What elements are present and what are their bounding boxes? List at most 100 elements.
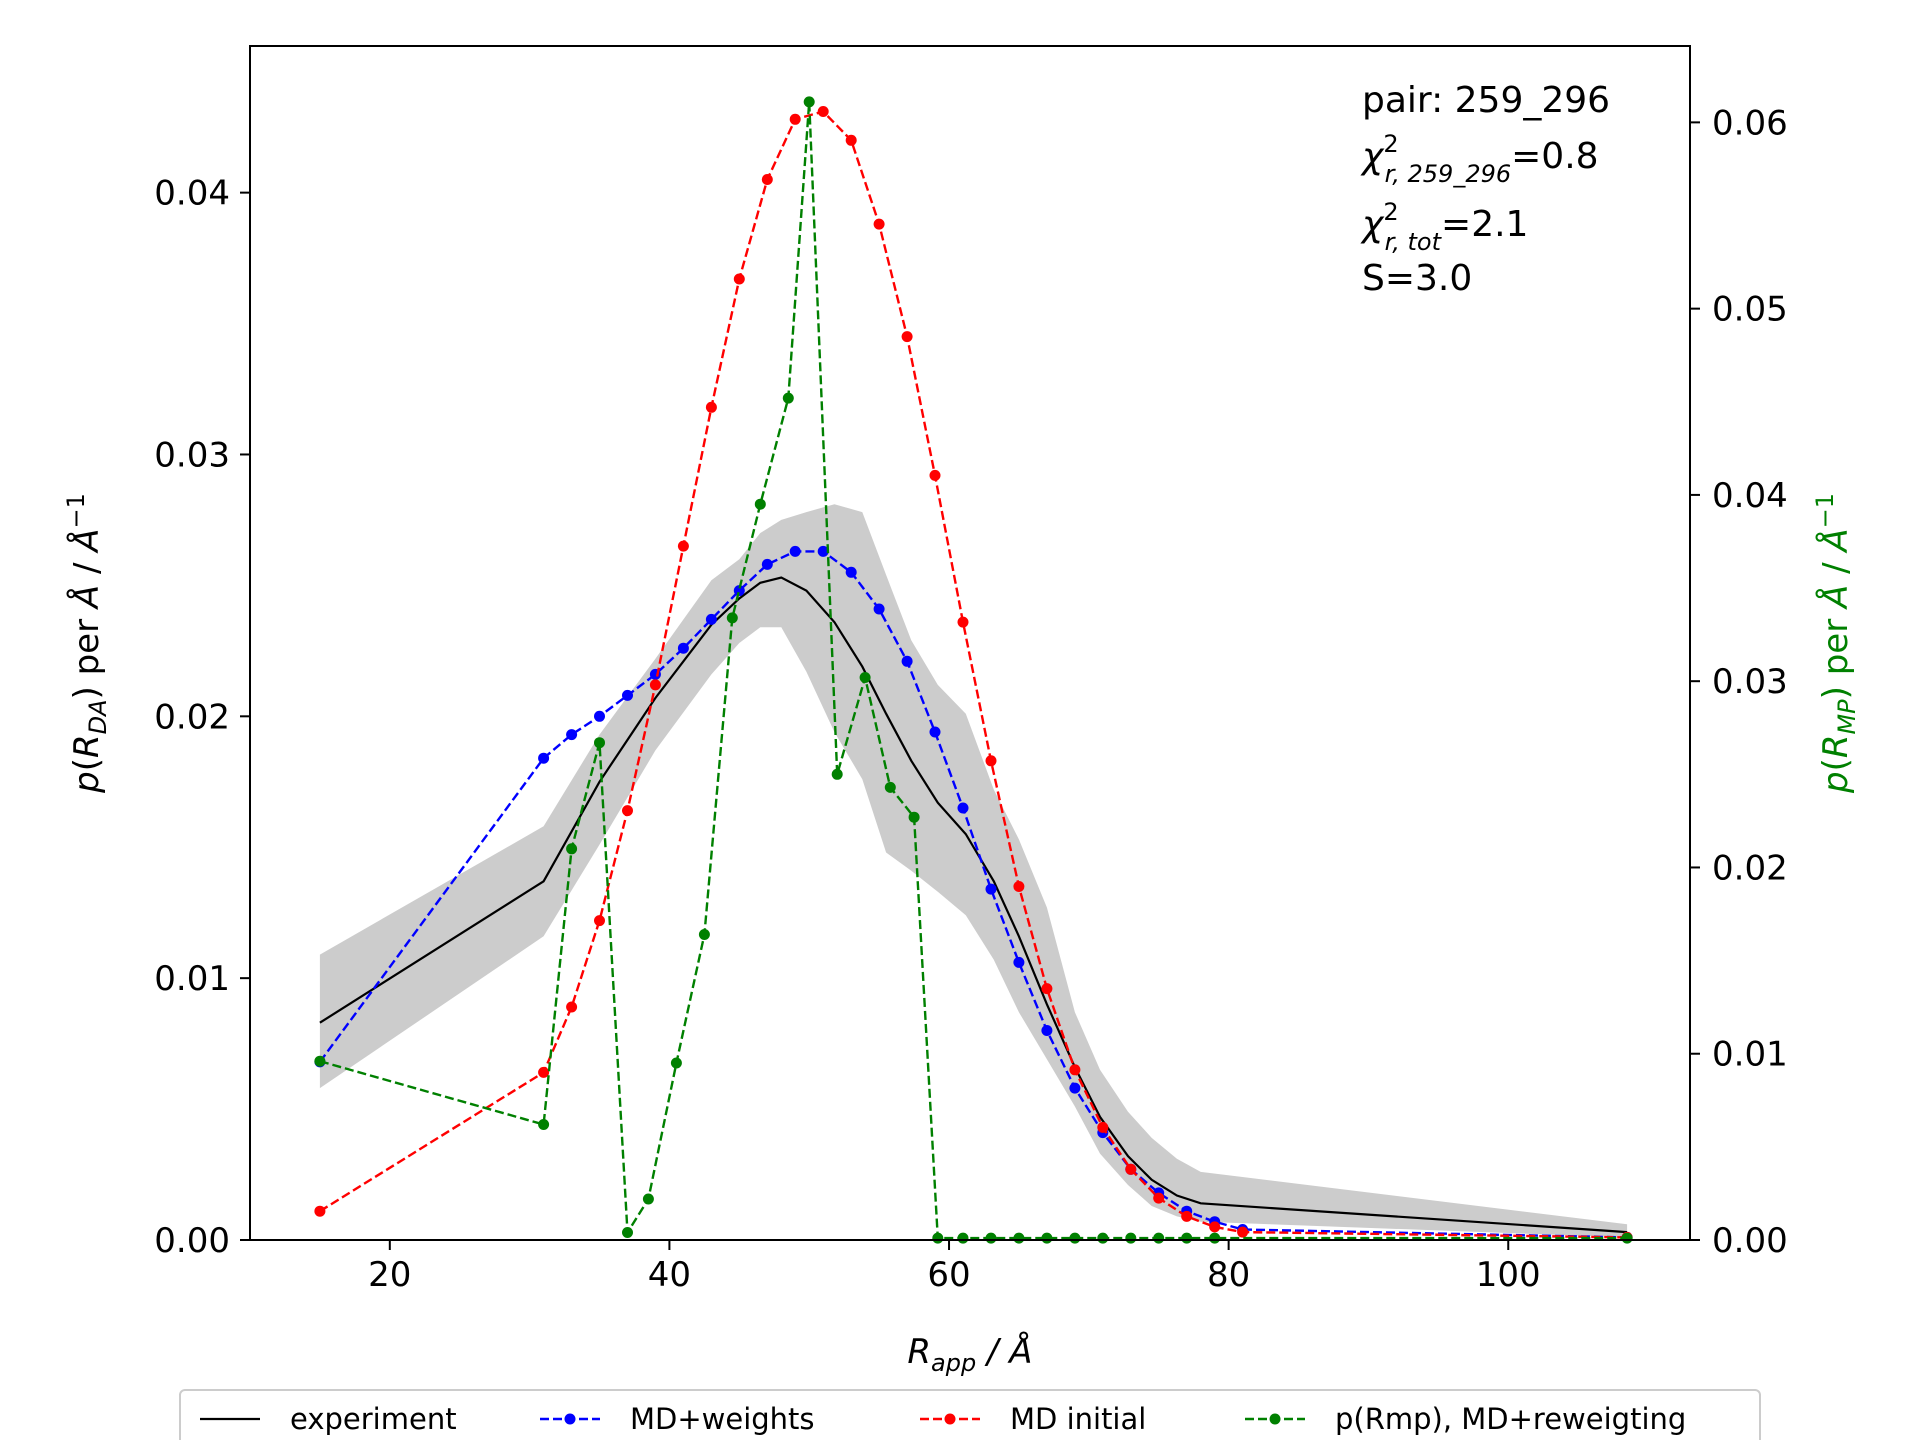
y-tick-label: 0.00 bbox=[154, 1221, 230, 1261]
data-point-md-initial bbox=[761, 174, 773, 185]
data-point-md-initial bbox=[733, 273, 745, 285]
data-point-md-initial bbox=[873, 218, 885, 230]
data-point-md-initial bbox=[789, 113, 801, 125]
x-axis-label: Rapp / Å bbox=[907, 1331, 1032, 1377]
data-point-md-weights bbox=[817, 545, 829, 557]
data-point-p-rmp-md-reweigting bbox=[803, 96, 815, 108]
data-point-p-rmp-md-reweigting bbox=[698, 929, 710, 940]
data-point-md-weights bbox=[873, 603, 885, 615]
y2-tick-label: 0.02 bbox=[1712, 848, 1788, 888]
data-point-p-rmp-md-reweigting bbox=[1621, 1232, 1633, 1244]
data-point-md-initial bbox=[1125, 1163, 1137, 1175]
data-point-md-weights bbox=[705, 613, 717, 625]
data-point-md-initial bbox=[817, 106, 829, 117]
data-point-md-weights bbox=[1013, 956, 1025, 968]
y-axis-label: p(RDA) per Å / Å−1 bbox=[62, 493, 112, 794]
annotation-pair: pair: 259_296 bbox=[1362, 80, 1610, 121]
data-point-p-rmp-md-reweigting bbox=[859, 672, 871, 683]
data-point-md-initial bbox=[1237, 1226, 1249, 1238]
data-point-p-rmp-md-reweigting bbox=[726, 612, 738, 624]
data-point-md-weights bbox=[957, 802, 969, 814]
experiment-uncertainty-band bbox=[319, 504, 1628, 1238]
annotation-chi-tot: χ2 r, tot=2.1 bbox=[1360, 198, 1528, 256]
data-point-md-weights bbox=[901, 655, 913, 667]
y2-axis-label: p(RMP) per Å / Å−1 bbox=[1811, 493, 1861, 794]
data-point-md-weights bbox=[1041, 1025, 1053, 1036]
data-point-md-initial bbox=[566, 1001, 578, 1013]
data-point-md-initial bbox=[957, 616, 969, 628]
data-point-md-initial bbox=[929, 469, 941, 481]
legend-marker-md-weights bbox=[564, 1413, 576, 1425]
y2-tick-label: 0.00 bbox=[1712, 1221, 1788, 1261]
y-tick-label: 0.03 bbox=[154, 435, 230, 475]
data-point-p-rmp-md-reweigting bbox=[1013, 1232, 1025, 1244]
y2-tick-label: 0.01 bbox=[1712, 1035, 1788, 1075]
legend-marker-p-rmp-md-reweigting bbox=[1269, 1413, 1281, 1425]
data-point-p-rmp-md-reweigting bbox=[884, 781, 896, 793]
legend: experiment MD+weights MD initial p(Rmp), MD… bbox=[179, 1389, 1761, 1440]
data-point-md-weights bbox=[985, 883, 997, 895]
data-point-md-initial bbox=[622, 805, 633, 817]
data-point-p-rmp-md-reweigting bbox=[1069, 1232, 1081, 1244]
data-point-p-rmp-md-reweigting bbox=[622, 1227, 633, 1238]
x-tick-label: 20 bbox=[368, 1255, 411, 1295]
legend-label-p-rmp-md-reweigting: p(Rmp), MD+reweigting bbox=[1335, 1402, 1686, 1436]
annotation-box: pair: 259_296 χ2 r, 259_296=0.8 χ2 r, tot=… bbox=[1360, 80, 1610, 299]
data-point-md-weights bbox=[622, 689, 633, 701]
data-point-md-weights bbox=[789, 545, 801, 557]
data-point-md-initial bbox=[1209, 1221, 1221, 1233]
y-ticks: 0.00 0.01 0.02 0.03 0.04 bbox=[154, 174, 250, 1261]
data-point-md-initial bbox=[677, 540, 689, 552]
x-ticks: 20 40 60 80 100 bbox=[368, 1240, 1541, 1295]
data-point-md-initial bbox=[1153, 1192, 1165, 1204]
data-point-md-initial bbox=[1181, 1210, 1193, 1222]
data-point-p-rmp-md-reweigting bbox=[957, 1232, 969, 1244]
data-point-md-weights bbox=[929, 726, 941, 738]
data-point-md-initial bbox=[985, 755, 997, 767]
data-point-p-rmp-md-reweigting bbox=[594, 737, 605, 749]
data-point-md-initial bbox=[1013, 881, 1025, 892]
data-point-p-rmp-md-reweigting bbox=[566, 843, 578, 855]
legend-label-md-weights: MD+weights bbox=[630, 1402, 815, 1436]
y-tick-label: 0.04 bbox=[154, 174, 230, 214]
legend-label-experiment: experiment bbox=[290, 1402, 457, 1436]
data-point-p-rmp-md-reweigting bbox=[754, 498, 766, 510]
data-point-md-weights bbox=[1069, 1082, 1081, 1094]
legend-frame bbox=[179, 1389, 1761, 1440]
data-point-p-rmp-md-reweigting bbox=[985, 1232, 997, 1244]
data-point-md-initial bbox=[314, 1205, 326, 1217]
data-point-md-weights bbox=[845, 566, 857, 578]
data-point-md-weights bbox=[538, 752, 550, 764]
data-point-p-rmp-md-reweigting bbox=[1125, 1232, 1137, 1244]
data-point-md-initial bbox=[705, 401, 717, 413]
annotation-chi-pair: χ2 r, 259_296=0.8 bbox=[1360, 130, 1599, 188]
data-point-md-initial bbox=[901, 331, 913, 343]
data-point-md-initial bbox=[1041, 983, 1053, 995]
series-line-md-initial bbox=[319, 110, 1628, 1239]
data-point-md-initial bbox=[594, 915, 605, 927]
data-point-md-initial bbox=[845, 134, 857, 146]
data-point-p-rmp-md-reweigting bbox=[932, 1232, 944, 1244]
data-point-p-rmp-md-reweigting bbox=[314, 1055, 326, 1067]
data-point-p-rmp-md-reweigting bbox=[642, 1193, 654, 1205]
legend-label-md-initial: MD initial bbox=[1010, 1402, 1146, 1436]
data-point-p-rmp-md-reweigting bbox=[831, 768, 843, 780]
data-point-p-rmp-md-reweigting bbox=[782, 392, 794, 404]
y2-tick-label: 0.06 bbox=[1712, 103, 1788, 143]
data-point-md-weights bbox=[677, 642, 689, 654]
data-point-md-weights bbox=[594, 710, 605, 722]
y2-tick-label: 0.04 bbox=[1712, 476, 1788, 516]
x-tick-label: 80 bbox=[1207, 1255, 1250, 1295]
plot-frame bbox=[249, 45, 1691, 1241]
series-line-p-rmp-md-reweigting bbox=[319, 101, 1628, 1240]
y2-ticks: 0.00 0.01 0.02 0.03 0.04 0.05 0.06 bbox=[1690, 103, 1788, 1261]
y-tick-label: 0.02 bbox=[154, 697, 230, 737]
data-point-md-weights bbox=[566, 729, 578, 741]
y-tick-label: 0.01 bbox=[154, 959, 230, 999]
x-tick-label: 40 bbox=[648, 1255, 691, 1295]
data-point-p-rmp-md-reweigting bbox=[1209, 1232, 1221, 1244]
data-point-p-rmp-md-reweigting bbox=[1041, 1232, 1053, 1244]
data-point-md-weights bbox=[733, 585, 745, 597]
y2-tick-label: 0.03 bbox=[1712, 662, 1788, 702]
